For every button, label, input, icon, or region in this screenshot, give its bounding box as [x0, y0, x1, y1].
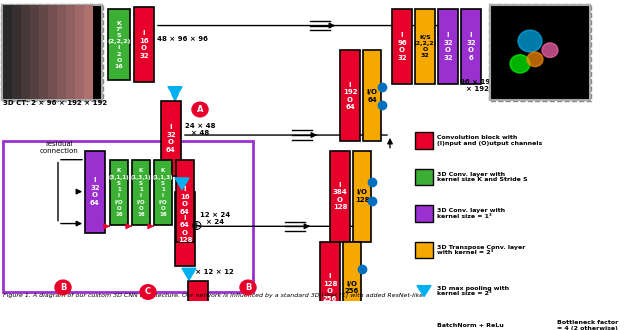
Text: I
16
O
32: I 16 O 32	[139, 30, 149, 59]
FancyBboxPatch shape	[85, 150, 105, 233]
FancyBboxPatch shape	[340, 50, 360, 142]
Text: I
128
O
256: I 128 O 256	[323, 273, 337, 302]
Text: 3D Transpose Conv. layer
with kernel = 2³: 3D Transpose Conv. layer with kernel = 2…	[437, 245, 525, 255]
Text: Convolution block with
(I)nput and (O)utput channels: Convolution block with (I)nput and (O)ut…	[437, 135, 542, 146]
Text: K
7³
S
(2,2,2)
I
2
O
16: K 7³ S (2,2,2) I 2 O 16	[108, 20, 131, 69]
Text: K
(3,1,1)
S
1
I
I/O
O
16: K (3,1,1) S 1 I I/O O 16	[109, 168, 129, 217]
Text: I
96
O
32: I 96 O 32	[397, 32, 407, 61]
Text: Figure 1. A diagram of our custom 3D CNN architecture. Our network is influenced: Figure 1. A diagram of our custom 3D CNN…	[3, 293, 423, 298]
Text: ⊕: ⊕	[191, 219, 203, 233]
Text: Bottleneck factor
= 4 (2 otherwise): Bottleneck factor = 4 (2 otherwise)	[557, 320, 618, 330]
Text: I/O
256: I/O 256	[345, 281, 359, 294]
Text: residual
connection: residual connection	[40, 141, 79, 154]
FancyBboxPatch shape	[320, 242, 340, 330]
FancyBboxPatch shape	[108, 9, 130, 80]
Text: 3D CT: 2 × 96 × 192 × 192: 3D CT: 2 × 96 × 192 × 192	[3, 100, 107, 106]
Text: K
(1,3,1)
S
1
I
I/O
O
16: K (1,3,1) S 1 I I/O O 16	[131, 168, 151, 217]
FancyBboxPatch shape	[84, 6, 93, 99]
Circle shape	[518, 30, 542, 52]
FancyBboxPatch shape	[392, 9, 412, 84]
FancyBboxPatch shape	[48, 6, 57, 99]
Text: B: B	[60, 283, 66, 292]
Polygon shape	[175, 178, 189, 190]
Text: I
32
O
32: I 32 O 32	[443, 32, 453, 61]
Text: 96 × 192
× 192: 96 × 192 × 192	[460, 79, 495, 92]
Circle shape	[527, 52, 543, 67]
Text: I
16
O
64: I 16 O 64	[180, 186, 190, 215]
FancyBboxPatch shape	[57, 6, 66, 99]
Circle shape	[542, 43, 558, 57]
FancyBboxPatch shape	[154, 160, 172, 225]
FancyBboxPatch shape	[330, 150, 350, 242]
Circle shape	[510, 55, 530, 73]
Polygon shape	[168, 87, 182, 99]
Text: 6 × 12 × 12: 6 × 12 × 12	[188, 269, 234, 275]
Text: I/O
64: I/O 64	[367, 89, 378, 103]
FancyBboxPatch shape	[132, 160, 150, 225]
FancyBboxPatch shape	[415, 9, 435, 84]
FancyBboxPatch shape	[39, 6, 48, 99]
FancyBboxPatch shape	[66, 6, 75, 99]
FancyBboxPatch shape	[343, 242, 361, 330]
Text: I
32
O
64: I 32 O 64	[90, 177, 100, 206]
Text: B: B	[245, 283, 251, 292]
FancyBboxPatch shape	[461, 9, 481, 84]
FancyBboxPatch shape	[3, 6, 12, 99]
Text: 24 × 48
× 48: 24 × 48 × 48	[185, 123, 216, 136]
Text: I
32
O
6: I 32 O 6	[466, 32, 476, 61]
Text: A: A	[196, 105, 204, 114]
FancyBboxPatch shape	[21, 6, 30, 99]
FancyBboxPatch shape	[134, 7, 154, 82]
Circle shape	[55, 280, 71, 295]
Text: C: C	[145, 287, 151, 296]
Text: K/S
(2,2,2)
O
32: K/S (2,2,2) O 32	[413, 35, 436, 58]
Text: BatchNorm + ReLu: BatchNorm + ReLu	[437, 323, 504, 328]
FancyBboxPatch shape	[161, 101, 181, 176]
Text: 3D max pooling with
kernel size = 2³: 3D max pooling with kernel size = 2³	[437, 286, 509, 296]
FancyBboxPatch shape	[176, 160, 194, 242]
FancyBboxPatch shape	[110, 160, 128, 225]
FancyBboxPatch shape	[363, 50, 381, 142]
FancyBboxPatch shape	[12, 6, 21, 99]
Circle shape	[240, 280, 256, 295]
FancyBboxPatch shape	[415, 242, 433, 258]
FancyBboxPatch shape	[3, 142, 253, 292]
Circle shape	[192, 102, 208, 117]
FancyBboxPatch shape	[415, 205, 433, 222]
Text: 3D Conv. layer with
kernel size = 1³: 3D Conv. layer with kernel size = 1³	[437, 208, 505, 219]
Text: I/O
128: I/O 128	[355, 189, 369, 203]
Text: I
64
O
128: I 64 O 128	[178, 215, 192, 243]
Text: K
(1,1,3)
S
1
I
I/O
O
16: K (1,1,3) S 1 I I/O O 16	[153, 168, 173, 217]
FancyBboxPatch shape	[490, 5, 590, 100]
Text: I
192
O
64: I 192 O 64	[343, 82, 357, 110]
FancyBboxPatch shape	[188, 281, 208, 330]
Circle shape	[140, 285, 156, 299]
FancyBboxPatch shape	[75, 6, 84, 99]
Text: I
128
O
256: I 128 O 256	[191, 304, 205, 330]
Text: 48 × 96 × 96: 48 × 96 × 96	[157, 36, 208, 42]
FancyBboxPatch shape	[2, 5, 102, 100]
FancyBboxPatch shape	[353, 150, 371, 242]
FancyBboxPatch shape	[175, 192, 195, 266]
FancyBboxPatch shape	[30, 6, 39, 99]
Polygon shape	[182, 268, 196, 280]
FancyBboxPatch shape	[415, 169, 433, 185]
Text: 3D Conv. layer with
kernel size K and Stride S: 3D Conv. layer with kernel size K and St…	[437, 172, 527, 182]
FancyBboxPatch shape	[438, 9, 458, 84]
Text: I
384
O
128: I 384 O 128	[333, 182, 348, 211]
Polygon shape	[417, 285, 431, 297]
FancyBboxPatch shape	[415, 132, 433, 149]
Text: I
32
O
64: I 32 O 64	[166, 124, 176, 153]
Text: 12 × 24
× 24: 12 × 24 × 24	[200, 213, 230, 225]
